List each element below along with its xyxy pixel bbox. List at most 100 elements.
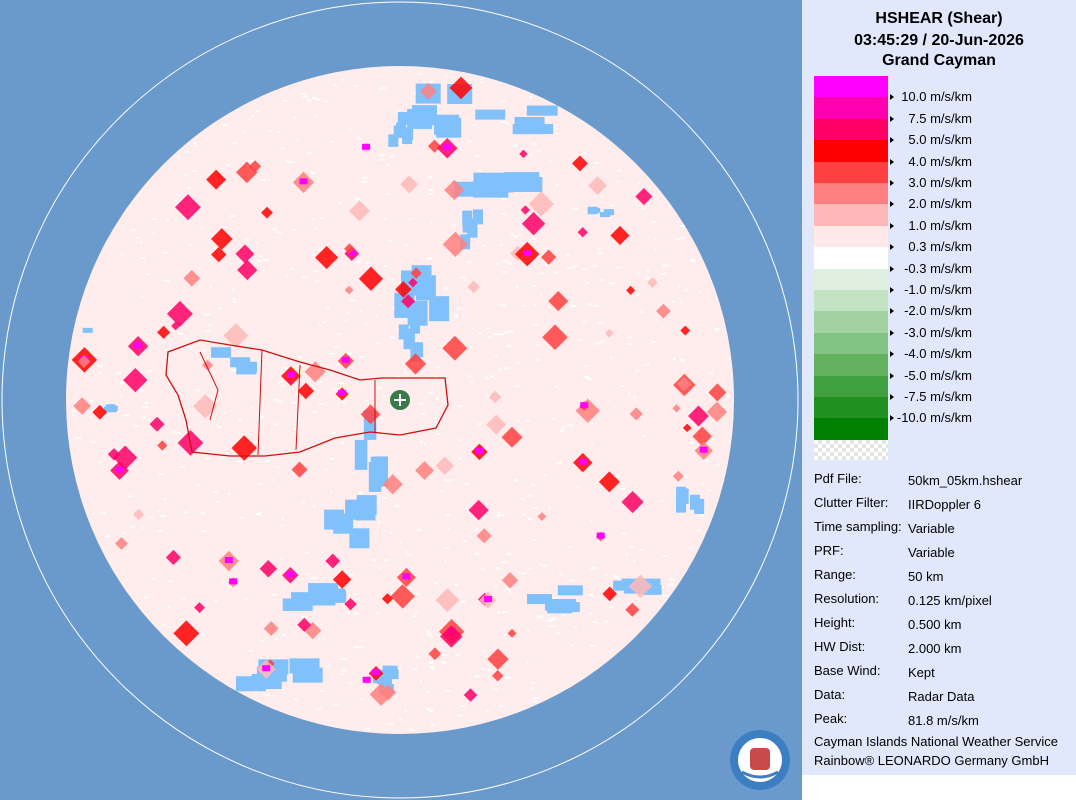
echo	[674, 238, 681, 241]
echo	[115, 372, 121, 375]
echo	[223, 323, 249, 349]
echo	[672, 404, 681, 413]
echo	[672, 300, 675, 303]
echo	[262, 259, 269, 262]
echo	[130, 228, 136, 231]
echo	[436, 432, 440, 435]
echo	[145, 273, 151, 276]
echo	[276, 130, 281, 133]
echo	[273, 398, 280, 401]
echo	[258, 255, 263, 258]
echo	[533, 697, 539, 700]
echo	[322, 100, 329, 103]
info-key: PRF:	[814, 543, 844, 558]
echo	[382, 665, 398, 676]
echo	[609, 204, 615, 207]
echo	[513, 235, 519, 238]
echo	[287, 160, 293, 163]
echo	[693, 447, 697, 450]
echo	[428, 661, 434, 664]
echo	[582, 320, 586, 323]
echo	[107, 448, 121, 461]
echo	[498, 333, 504, 336]
echo	[206, 169, 227, 190]
echo	[136, 237, 141, 240]
echo	[603, 209, 614, 215]
echo	[396, 122, 407, 135]
legend-tick	[890, 244, 894, 251]
echo	[576, 486, 580, 489]
radar-site-cross	[394, 394, 406, 406]
echo	[678, 488, 689, 504]
echo	[557, 585, 583, 596]
echo	[375, 456, 388, 487]
echo	[379, 87, 384, 90]
echo	[651, 221, 657, 224]
echo	[540, 293, 543, 296]
echo	[507, 628, 517, 638]
echo	[188, 346, 193, 349]
echo	[654, 319, 658, 322]
echo	[463, 688, 478, 702]
echo	[394, 504, 400, 507]
echo	[291, 461, 308, 478]
radar-map	[1, 1, 799, 799]
echo	[503, 260, 509, 263]
echo	[157, 510, 160, 513]
echo	[347, 611, 351, 614]
echo	[404, 244, 408, 247]
echo	[325, 665, 330, 668]
echo	[150, 231, 154, 234]
echo	[425, 629, 430, 632]
echo	[633, 396, 637, 399]
echo	[629, 407, 643, 421]
echo	[276, 400, 283, 403]
echo	[312, 96, 317, 99]
echo	[329, 457, 336, 460]
echo	[75, 437, 82, 440]
legend-swatch	[814, 397, 888, 419]
echo	[352, 471, 355, 474]
echo	[467, 219, 478, 235]
echo	[316, 708, 322, 711]
echo	[139, 389, 145, 392]
echo	[602, 586, 618, 602]
echo	[626, 343, 633, 346]
footer-strip	[802, 775, 1076, 800]
echo	[134, 425, 139, 428]
echo	[310, 172, 315, 175]
echo	[375, 612, 381, 615]
echo	[531, 682, 537, 685]
echo	[315, 114, 318, 117]
echo	[97, 365, 103, 368]
echo	[222, 580, 225, 583]
echo	[157, 325, 171, 339]
echo	[595, 342, 601, 345]
echo	[705, 391, 710, 394]
echo	[532, 507, 538, 510]
echo	[425, 690, 429, 693]
legend-swatch	[814, 418, 888, 441]
echo	[401, 294, 416, 309]
echo	[123, 414, 130, 417]
echo	[402, 573, 411, 580]
echo	[255, 513, 261, 516]
echo	[486, 327, 490, 330]
echo	[428, 709, 434, 712]
echo	[493, 333, 499, 336]
legend-tick	[890, 158, 894, 165]
echo	[552, 597, 559, 600]
echo	[299, 364, 304, 367]
echo	[239, 516, 244, 519]
info-key: HW Dist:	[814, 639, 866, 654]
echo	[336, 363, 339, 366]
echo	[141, 526, 146, 529]
echo	[123, 367, 148, 393]
echo	[388, 722, 392, 725]
legend-label: -7.5 m/s/km	[904, 389, 972, 404]
echo	[212, 371, 215, 374]
echo	[596, 532, 605, 539]
echo	[686, 398, 692, 401]
echo	[580, 402, 589, 409]
